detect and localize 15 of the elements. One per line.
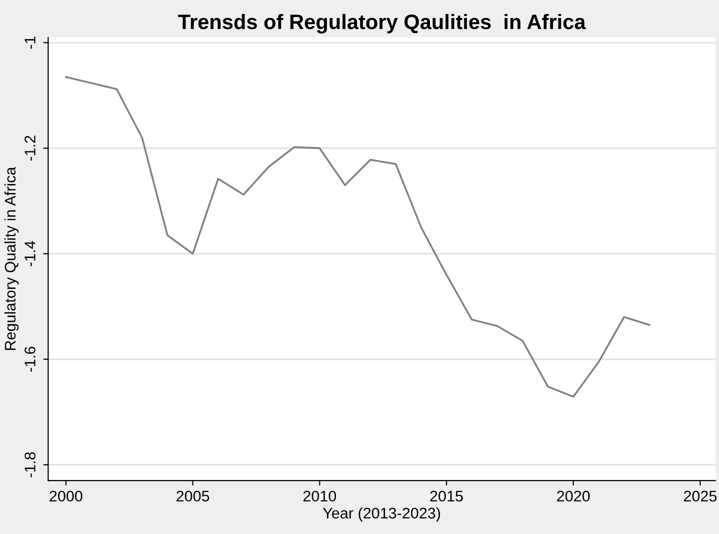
x-tick-label: 2005: [176, 490, 210, 502]
x-tick-label: 2015: [430, 490, 463, 502]
y-tick-label: -1.2: [24, 136, 36, 161]
y-axis-title: Regulatory Quality in Africa: [4, 166, 19, 350]
y-tick-label: -1.4: [24, 240, 36, 266]
chart-title: Trensds of Regulatory Qaulities in Africa: [178, 14, 586, 34]
x-tick-label: 2000: [50, 490, 82, 502]
x-tick-label: 2020: [557, 490, 590, 502]
x-axis-title: Year (2013-2023): [322, 507, 440, 522]
line-series: [65, 76, 650, 398]
x-tick-label: 2010: [303, 490, 336, 502]
y-tick-label: -1: [24, 36, 36, 49]
y-tick-label: -1.8: [24, 452, 36, 478]
y-tick-label: -1.6: [24, 346, 36, 372]
x-tick-label: 2025: [684, 490, 717, 502]
